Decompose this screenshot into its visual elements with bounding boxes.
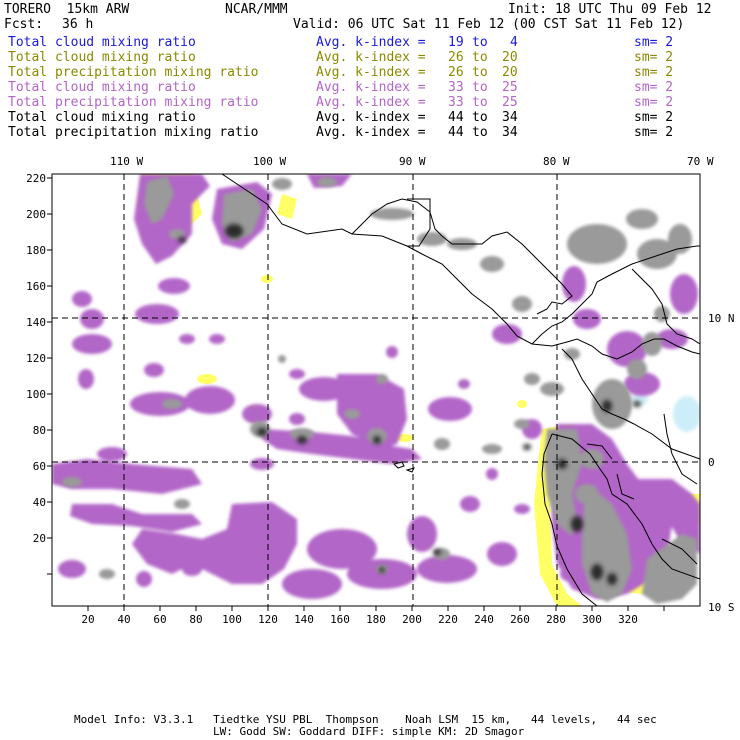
forecast-label: Fcst:: [4, 17, 44, 32]
legend-from: 33: [448, 95, 464, 110]
y-tick-label: 40: [33, 496, 46, 509]
longitude-labels: 110 W 100 W 90 W 80 W 70 W: [110, 155, 714, 168]
legend-to-word: to: [472, 50, 488, 65]
legend-field: Total cloud mixing ratio: [8, 50, 196, 65]
legend-to: 20: [502, 65, 518, 80]
y-tick-label: 140: [26, 316, 46, 329]
graticule: [52, 174, 700, 606]
axis-ticks: [47, 177, 665, 611]
y-tick-label: 60: [33, 460, 46, 473]
legend-from: 44: [448, 110, 464, 125]
lon-label: 90 W: [399, 155, 426, 168]
x-tick-label: 120: [258, 613, 278, 626]
gray-field: [62, 176, 697, 604]
legend-to: 20: [502, 50, 518, 65]
y-tick-label: 220: [26, 172, 46, 185]
x-tick-label: 60: [153, 613, 166, 626]
legend-kindex: Avg. k-index =: [316, 110, 426, 125]
y-tick-label: 200: [26, 208, 46, 221]
x-tick-label: 20: [81, 613, 94, 626]
legend-sm: sm= 2: [634, 80, 674, 95]
forecast-value: 36 h: [62, 17, 94, 32]
legend-field: Total precipitation mixing ratio: [8, 65, 259, 80]
legend-kindex: Avg. k-index =: [316, 35, 426, 50]
x-tick-label: 280: [546, 613, 566, 626]
legend-kindex: Avg. k-index =: [316, 65, 426, 80]
legend-to: 4: [510, 35, 518, 50]
legend-to: 34: [502, 110, 518, 125]
lat-label: 0: [708, 456, 715, 469]
lon-label: 110 W: [110, 155, 143, 168]
lat-label: 10 N: [708, 312, 735, 325]
legend-field: Total precipitation mixing ratio: [8, 125, 259, 140]
weather-map: 110 W 100 W 90 W 80 W 70 W: [26, 155, 735, 626]
legend-field: Total cloud mixing ratio: [8, 80, 196, 95]
x-tick-label: 140: [294, 613, 314, 626]
legend-kindex: Avg. k-index =: [316, 125, 426, 140]
legend-to-word: to: [472, 110, 488, 125]
legend-kindex: Avg. k-index =: [316, 80, 426, 95]
init-time: Init: 18 UTC Thu 09 Feb 12: [508, 2, 712, 17]
legend-to-word: to: [472, 65, 488, 80]
legend-to-word: to: [472, 125, 488, 140]
y-tick-label: 160: [26, 280, 46, 293]
legend-kindex: Avg. k-index =: [316, 95, 426, 110]
lon-label: 80 W: [543, 155, 570, 168]
legend-sm: sm= 2: [634, 35, 674, 50]
legend-sm: sm= 2: [634, 110, 674, 125]
legend-sm: sm= 2: [634, 50, 674, 65]
legend-to-word: to: [472, 95, 488, 110]
legend-to: 34: [502, 125, 518, 140]
x-tick-label: 180: [366, 613, 386, 626]
x-tick-labels: 20 40 60 80 100 120 140 160 180 200 220 …: [81, 613, 638, 626]
model-info-line2: LW: Godd SW: Goddard DIFF: simple KM: 2D…: [213, 725, 525, 738]
purple-field: [52, 174, 700, 599]
lon-label: 70 W: [687, 155, 714, 168]
legend-field: Total cloud mixing ratio: [8, 110, 196, 125]
legend-sm: sm= 2: [634, 125, 674, 140]
legend-from: 19: [448, 35, 464, 50]
model-info-line1: Model Info: V3.3.1 Tiedtke YSU PBL Thomp…: [74, 713, 657, 726]
y-tick-labels: 220 200 180 160 140 120 100 80 60 40 20: [26, 172, 46, 545]
dark-field: [178, 224, 641, 585]
x-tick-label: 240: [474, 613, 494, 626]
legend-from: 44: [448, 125, 464, 140]
legend-to-word: to: [472, 80, 488, 95]
legend-kindex: Avg. k-index =: [316, 50, 426, 65]
legend-field: Total cloud mixing ratio: [8, 35, 196, 50]
center-name: NCAR/MMM: [225, 2, 288, 17]
legend-sm: sm= 2: [634, 95, 674, 110]
x-tick-label: 40: [117, 613, 130, 626]
x-tick-label: 220: [438, 613, 458, 626]
y-tick-label: 20: [33, 532, 46, 545]
x-tick-label: 160: [330, 613, 350, 626]
x-tick-label: 300: [582, 613, 602, 626]
x-tick-label: 100: [222, 613, 242, 626]
y-tick-label: 80: [33, 424, 46, 437]
legend-from: 26: [448, 65, 464, 80]
valid-time: Valid: 06 UTC Sat 11 Feb 12 (00 CST Sat …: [293, 17, 685, 32]
legend-to-word: to: [472, 35, 488, 50]
legend-field: Total precipitation mixing ratio: [8, 95, 259, 110]
coastlines: [52, 174, 700, 606]
x-tick-label: 200: [402, 613, 422, 626]
model-title: TORERO 15km ARW: [4, 2, 130, 17]
lon-label: 100 W: [253, 155, 286, 168]
x-tick-label: 320: [618, 613, 638, 626]
legend-sm: sm= 2: [634, 65, 674, 80]
y-tick-label: 100: [26, 388, 46, 401]
x-tick-label: 260: [510, 613, 530, 626]
legend-from: 26: [448, 50, 464, 65]
legend-to: 25: [502, 95, 518, 110]
lat-label: 10 S: [708, 601, 735, 614]
legend-to: 25: [502, 80, 518, 95]
y-tick-label: 120: [26, 352, 46, 365]
x-tick-label: 80: [189, 613, 202, 626]
legend-from: 33: [448, 80, 464, 95]
latitude-labels: 10 N 0 10 S: [708, 312, 735, 614]
y-tick-label: 180: [26, 244, 46, 257]
